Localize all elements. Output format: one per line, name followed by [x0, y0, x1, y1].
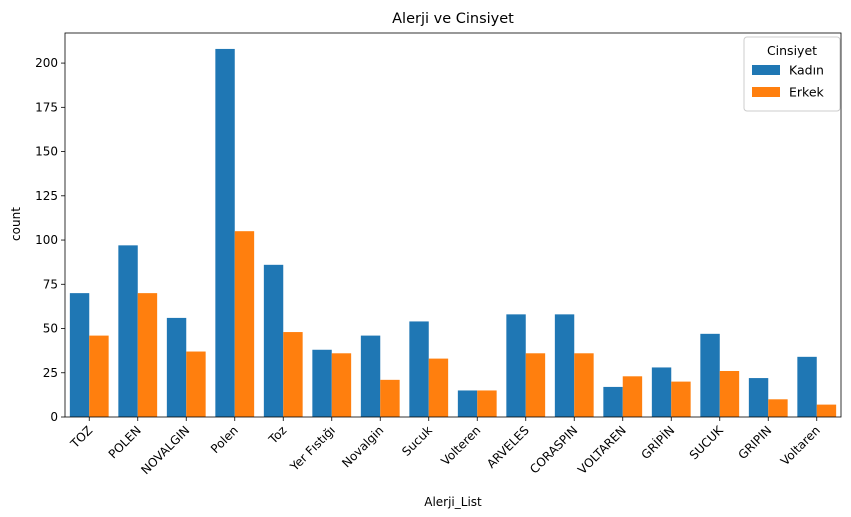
- x-tick-label-15: Voltaren: [778, 423, 823, 468]
- y-tick-label-4: 100: [35, 233, 58, 247]
- legend-swatch-1: [752, 87, 780, 97]
- y-tick-label-6: 150: [35, 145, 58, 159]
- bar-erkek-0: [89, 335, 109, 417]
- y-tick-label-0: 0: [50, 410, 58, 424]
- bar-erkek-15: [816, 404, 837, 417]
- x-tick-label-13: SUCUK: [687, 422, 727, 462]
- y-tick-label-7: 175: [35, 100, 58, 114]
- bar-erkek-2: [186, 351, 206, 417]
- bar-kadn-2: [166, 317, 187, 417]
- y-tick-label-1: 25: [43, 366, 58, 380]
- bar-kadn-12: [651, 367, 672, 417]
- bar-erkek-4: [283, 332, 303, 417]
- legend-label-1: Erkek: [789, 85, 825, 100]
- bar-erkek-11: [622, 376, 643, 417]
- bar-kadn-11: [603, 386, 623, 417]
- bar-kadn-7: [409, 321, 429, 417]
- x-tick-label-7: Sucuk: [399, 423, 435, 459]
- x-tick-label-8: Volteren: [438, 423, 483, 468]
- x-tick-label-4: Toz: [265, 423, 289, 447]
- bar-kadn-4: [263, 264, 284, 417]
- bar-erkek-10: [574, 353, 594, 417]
- bar-kadn-6: [360, 335, 381, 417]
- bar-kadn-9: [506, 314, 526, 417]
- legend: Cinsiyet Kadın Erkek: [743, 36, 841, 112]
- x-tick-label-2: NOVALGIN: [138, 423, 192, 477]
- x-axis-label: Alerji_List: [424, 495, 482, 509]
- bar-kadn-5: [312, 349, 332, 417]
- bar-erkek-12: [671, 381, 691, 417]
- x-tick-label-5: Yer Fıstığı: [287, 423, 338, 474]
- bar-erkek-1: [137, 293, 158, 417]
- bar-erkek-7: [428, 358, 449, 417]
- bar-kadn-0: [69, 293, 90, 417]
- bar-kadn-15: [797, 356, 817, 417]
- y-tick-label-2: 50: [43, 322, 58, 336]
- y-axis-label: count: [9, 207, 23, 241]
- chart-title: Alerji ve Cinsiyet: [392, 11, 514, 27]
- x-tick-label-1: POLEN: [106, 423, 144, 461]
- x-tick-label-6: Novalgin: [339, 423, 386, 470]
- y-tick-label-8: 200: [35, 56, 58, 70]
- bar-kadn-3: [215, 48, 235, 418]
- bar-kadn-13: [700, 333, 720, 417]
- bar-kadn-1: [118, 245, 138, 417]
- x-tick-label-3: Polen: [208, 423, 241, 456]
- bar-erkek-5: [331, 353, 352, 417]
- legend-label-0: Kadın: [789, 63, 824, 78]
- x-tick-label-10: CORASPIN: [527, 423, 580, 476]
- x-tick-label-9: ARVELES: [484, 423, 532, 471]
- x-tick-label-12: GRİPİN: [638, 423, 678, 463]
- bar-erkek-3: [234, 231, 255, 417]
- bar-kadn-14: [748, 378, 769, 417]
- bar-erkek-13: [719, 370, 740, 417]
- bar-kadn-8: [457, 390, 478, 417]
- bar-erkek-14: [768, 399, 788, 417]
- y-tick-label-3: 75: [43, 277, 58, 291]
- legend-title: Cinsiyet: [767, 43, 817, 58]
- bar-kadn-10: [554, 314, 575, 417]
- x-tick-label-14: GRIPIN: [736, 423, 775, 462]
- x-tick-label-11: VOLTAREN: [575, 423, 629, 477]
- bar-erkek-9: [525, 353, 546, 417]
- bar-erkek-8: [477, 390, 497, 417]
- plot-frame: [64, 32, 842, 418]
- y-tick-label-5: 125: [35, 189, 58, 203]
- x-tick-label-0: TOZ: [67, 423, 95, 451]
- legend-swatch-0: [752, 65, 780, 75]
- bar-erkek-6: [380, 379, 400, 417]
